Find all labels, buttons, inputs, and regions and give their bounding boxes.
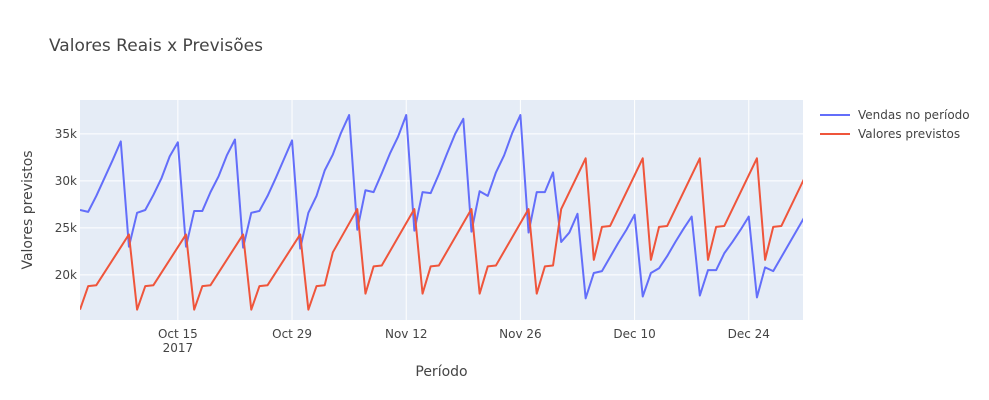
x-tick-label: Oct 29 — [272, 327, 312, 341]
x-tick-label: Dec 24 — [728, 327, 770, 341]
x-tick-label: Nov 12 — [385, 327, 428, 341]
y-axis-ticks: 20k 25k 30k 35k — [55, 127, 77, 282]
y-tick-label: 25k — [55, 221, 77, 235]
y-tick-label: 30k — [55, 174, 77, 188]
y-tick-label: 35k — [55, 127, 77, 141]
legend[interactable]: Vendas no período Valores previstos — [820, 108, 970, 141]
x-tick-label: Nov 26 — [499, 327, 542, 341]
x-tick-label: Oct 15 — [158, 327, 198, 341]
legend-label: Valores previstos — [858, 127, 960, 141]
x-tick-sublabel: 2017 — [163, 341, 194, 355]
y-axis-title: Valores previstos — [20, 150, 36, 269]
grid-lines — [80, 100, 803, 320]
x-axis-title: Período — [415, 364, 467, 380]
legend-item-2[interactable]: Valores previstos — [820, 127, 960, 141]
x-tick-label: Dec 10 — [613, 327, 655, 341]
chart-title: Valores Reais x Previsões — [49, 36, 263, 56]
y-tick-label: 20k — [55, 268, 77, 282]
series-layer — [80, 114, 803, 311]
series-line-1 — [80, 114, 803, 300]
plot-area — [80, 100, 803, 320]
legend-label: Vendas no período — [858, 108, 970, 122]
series-line-2 — [80, 157, 803, 311]
legend-item-1[interactable]: Vendas no período — [820, 108, 970, 122]
